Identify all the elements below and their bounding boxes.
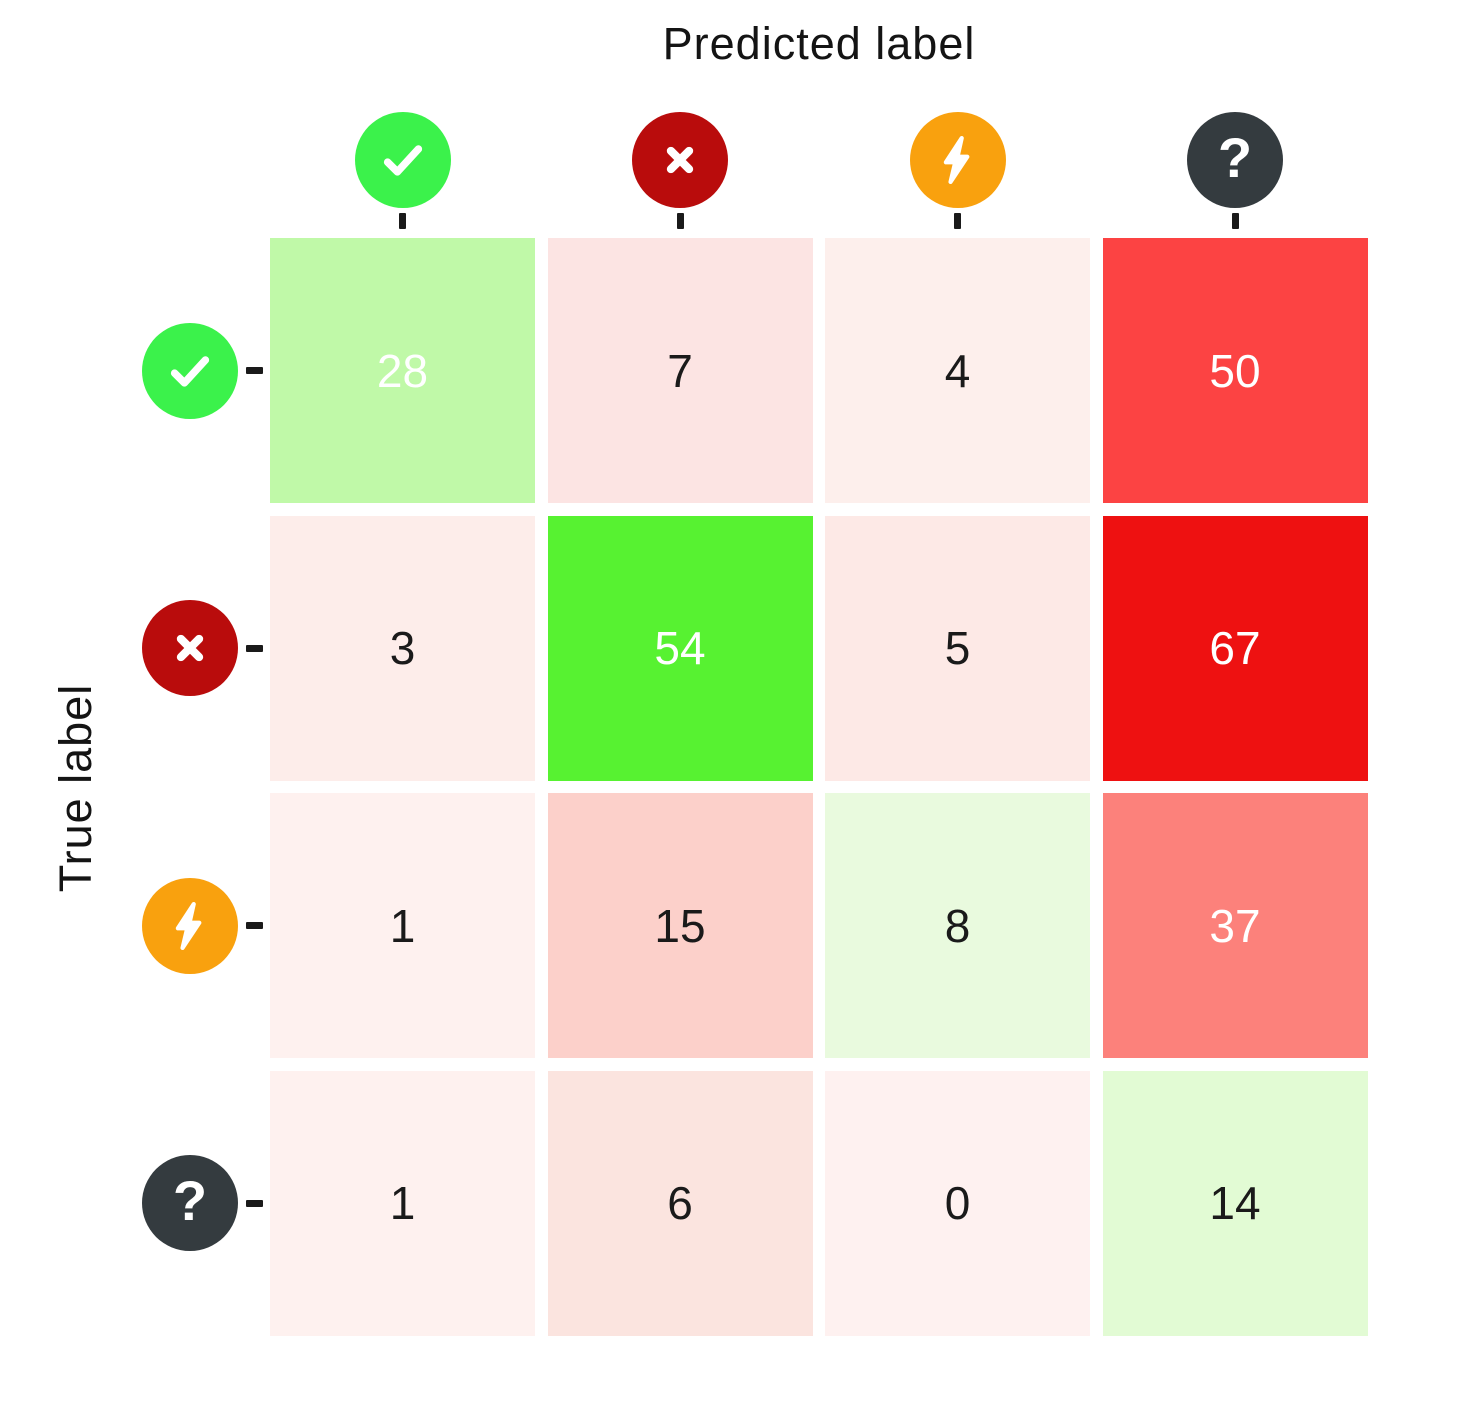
- cell-value: 0: [944, 1177, 971, 1229]
- cell-value: 6: [667, 1177, 693, 1229]
- matrix-cell-question-question: 14: [1102, 1070, 1368, 1336]
- matrix-cell-cross-check: 3: [270, 515, 535, 781]
- y-axis-tick: [246, 644, 263, 652]
- matrix-cell-check-question: 50: [1102, 238, 1368, 503]
- y-axis-tick: [246, 367, 263, 374]
- matrix-cell-bolt-check: 1: [270, 793, 535, 1058]
- cell-value: 8: [944, 899, 971, 952]
- matrix-cell-check-cross: 7: [547, 238, 813, 503]
- matrix-cell-cross-question: 67: [1102, 515, 1368, 781]
- matrix-cell-bolt-cross: 15: [547, 793, 813, 1058]
- cell-value: 4: [944, 344, 971, 397]
- cell-value: 50: [1209, 344, 1261, 397]
- cell-value: 15: [654, 899, 706, 952]
- cell-value: 37: [1209, 899, 1261, 952]
- matrix-cell-check-bolt: 4: [825, 238, 1090, 503]
- column-label-cross-icon: [632, 112, 728, 208]
- row-label-question-icon: ?: [142, 1155, 238, 1251]
- x-axis-tick: [676, 213, 684, 229]
- row-label-check-icon: [142, 322, 238, 419]
- row-label-cross-icon: [142, 600, 238, 696]
- y-axis-tick: [246, 922, 263, 929]
- matrix-cell-question-bolt: 0: [825, 1070, 1090, 1336]
- y-axis-title: True label: [50, 683, 101, 893]
- matrix-cell-bolt-question: 37: [1102, 793, 1368, 1058]
- cell-value: 54: [654, 622, 706, 674]
- cell-value: 3: [389, 622, 416, 674]
- matrix-grid: 28 7 4 50 3 54 5 67 1 15 8 37 1 6 0 14: [270, 238, 1368, 1336]
- x-axis-tick: [954, 213, 961, 229]
- x-axis-tick: [399, 213, 406, 229]
- matrix-cell-bolt-bolt: 8: [825, 793, 1090, 1058]
- y-axis-tick: [246, 1199, 263, 1207]
- x-axis-title: Predicted label: [662, 18, 976, 69]
- matrix-cell-check-check: 28: [270, 238, 535, 503]
- matrix-cell-cross-bolt: 5: [825, 515, 1090, 781]
- cell-value: 1: [389, 899, 416, 952]
- column-label-question-icon: ?: [1187, 112, 1283, 208]
- cell-value: 1: [389, 1177, 416, 1229]
- matrix-cell-question-cross: 6: [547, 1070, 813, 1336]
- column-label-check-icon: [354, 112, 451, 208]
- cell-value: 28: [376, 344, 429, 397]
- matrix-cell-cross-cross: 54: [547, 515, 813, 781]
- column-label-bolt-icon: [909, 112, 1006, 208]
- cell-value: 14: [1209, 1177, 1261, 1229]
- matrix-cell-question-check: 1: [270, 1070, 535, 1336]
- x-axis-tick: [1231, 213, 1239, 229]
- row-label-bolt-icon: [142, 877, 238, 974]
- cell-value: 7: [667, 344, 693, 397]
- cell-value: 5: [944, 622, 971, 674]
- cell-value: 67: [1209, 622, 1261, 674]
